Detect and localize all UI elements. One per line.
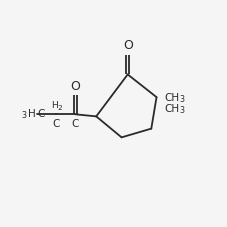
Text: 3: 3 <box>180 95 185 104</box>
Text: 3: 3 <box>22 111 27 120</box>
Text: O: O <box>123 39 133 52</box>
Text: C: C <box>72 119 79 129</box>
Text: CH: CH <box>164 104 180 114</box>
Text: H: H <box>28 109 36 119</box>
Text: O: O <box>70 80 80 93</box>
Text: CH: CH <box>164 93 180 103</box>
Text: 2: 2 <box>57 106 62 111</box>
Text: C: C <box>52 119 60 129</box>
Text: C: C <box>38 109 45 119</box>
Text: H: H <box>51 101 58 111</box>
Text: 3: 3 <box>180 106 185 115</box>
